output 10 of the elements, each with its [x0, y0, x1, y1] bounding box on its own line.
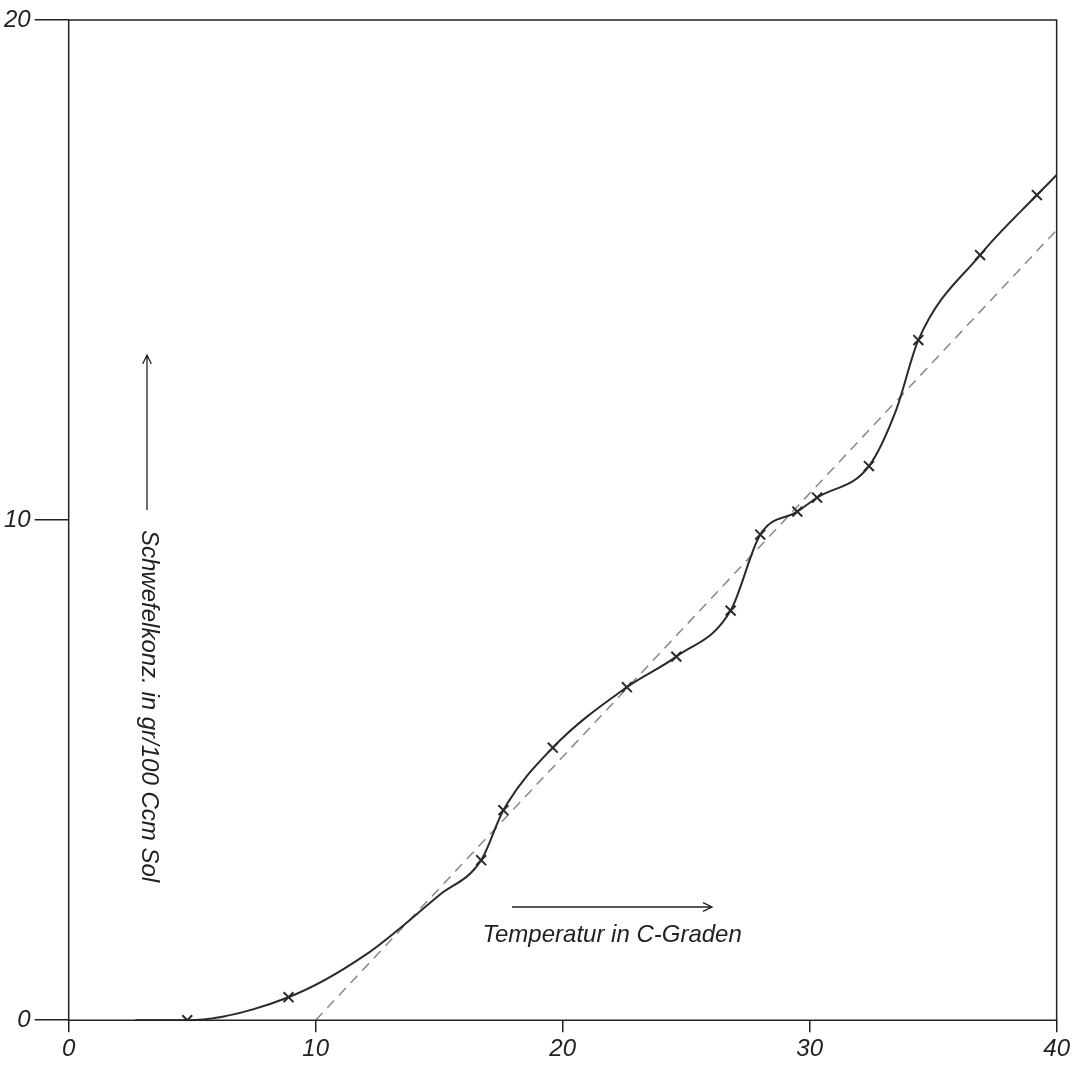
x-axis-title: Temperatur in C-Graden [482, 920, 742, 949]
x-tick-label: 30 [796, 1034, 824, 1062]
y-axis-title: Schwefelkonz. in gr/100 Ccm Sol [135, 530, 164, 883]
y-tick-label: 10 [3, 504, 32, 532]
y-tick-label: 20 [2, 4, 32, 32]
x-tick-label: 0 [62, 1034, 77, 1062]
y-tick-label: 0 [17, 1004, 32, 1032]
x-tick-label: 40 [1043, 1034, 1071, 1062]
x-tick-label: 20 [548, 1034, 577, 1062]
x-tick-label: 10 [302, 1034, 330, 1062]
